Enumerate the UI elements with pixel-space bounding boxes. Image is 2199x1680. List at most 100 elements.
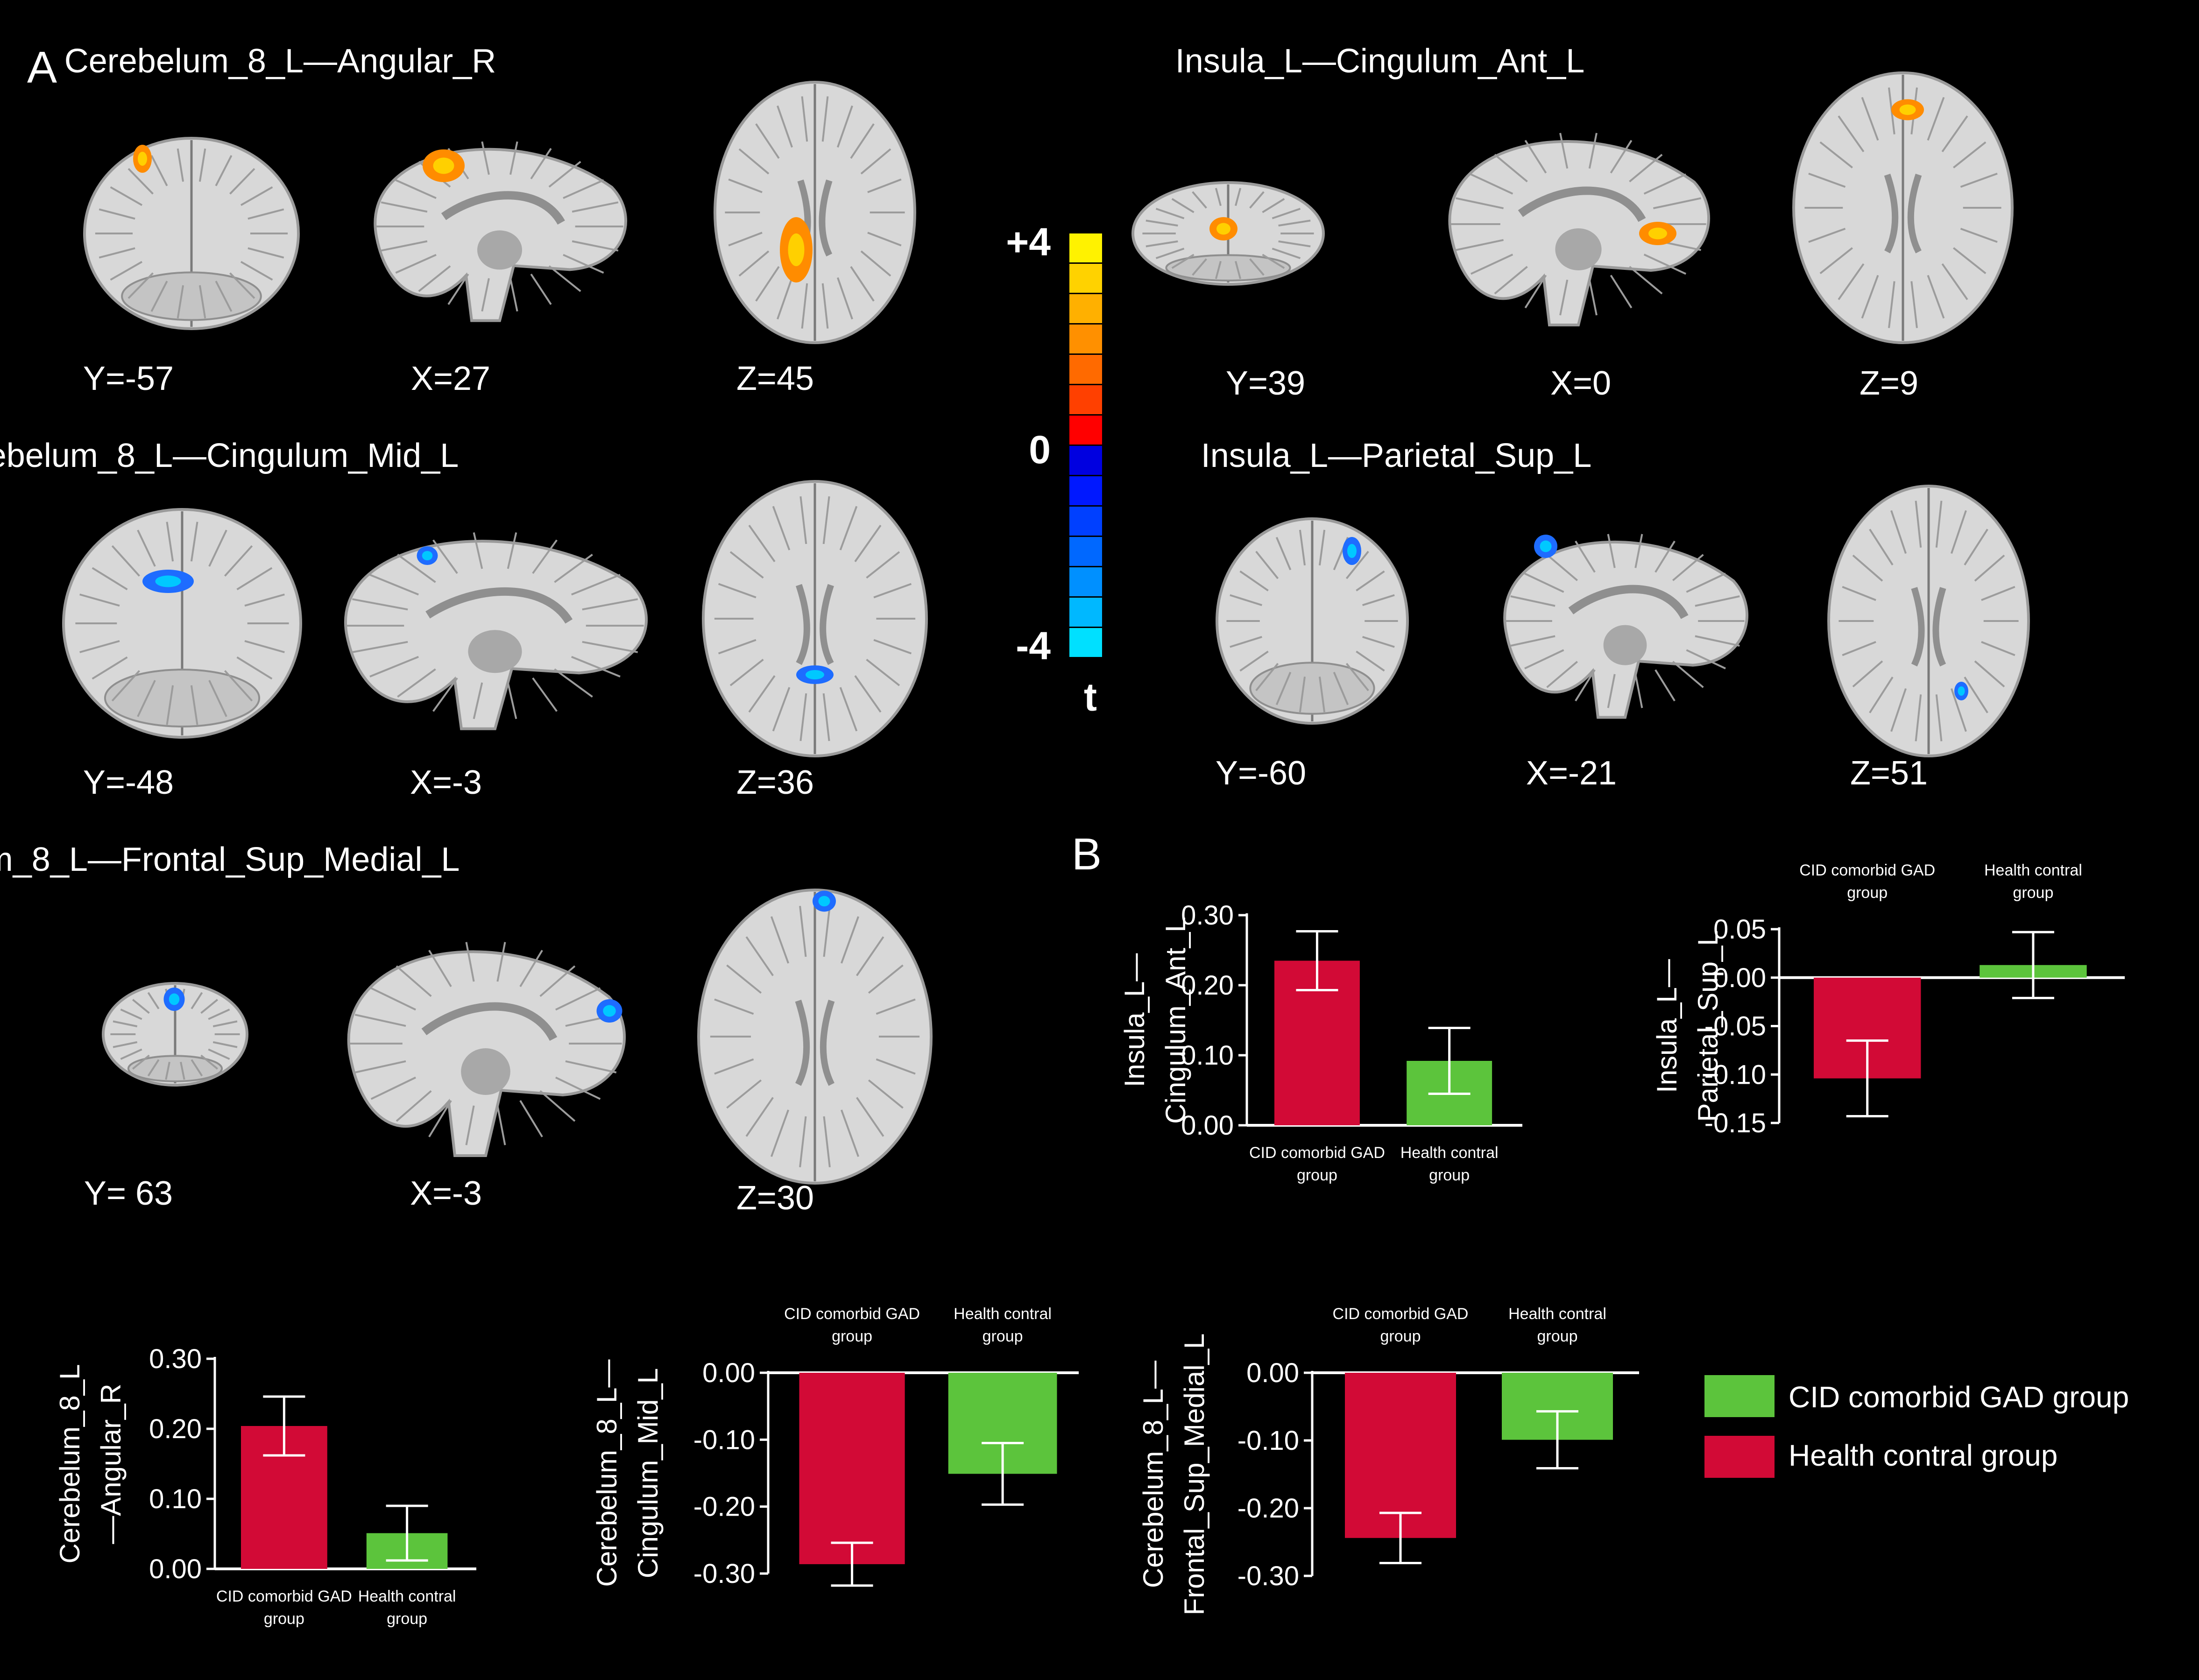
y-tick-label: -0.20: [693, 1492, 755, 1522]
brain-slice-coronal: [62, 508, 302, 739]
colorbar-zero-label: 0: [1029, 428, 1051, 472]
colorbar-max-label: +4: [1006, 220, 1051, 264]
category-label: group: [1380, 1327, 1421, 1345]
y-axis-label: Cerebelum_8_L: [54, 1364, 85, 1564]
coord-label: Z=30: [736, 1179, 814, 1217]
coord-label: Z=51: [1850, 755, 1928, 792]
category-label: Health contral: [358, 1588, 456, 1605]
brain-slice-coronal: [1216, 517, 1409, 725]
colorbar-segment: [1069, 476, 1102, 505]
category-label: group: [983, 1327, 1023, 1345]
bar-chart-cerebelum-frontal-sup-medial: 0.00 -0.10 -0.20 -0.30 CID comorbid GAD group…: [1138, 1305, 1639, 1616]
category-label: group: [387, 1610, 427, 1628]
colorbar: [1069, 233, 1102, 658]
coord-label: X=-3: [410, 764, 482, 801]
colorbar-segment: [1069, 446, 1102, 475]
category-label: Health contral: [954, 1305, 1052, 1323]
colorbar-segment: [1069, 567, 1102, 596]
colorbar-segment: [1069, 507, 1102, 536]
category-label: group: [1537, 1327, 1578, 1345]
y-tick-label: 0.20: [1181, 970, 1234, 1001]
y-tick-label: 0.10: [149, 1484, 202, 1514]
coord-label: Y=-60: [1215, 755, 1307, 792]
coord-label: X=0: [1550, 365, 1612, 402]
coord-label: Y=39: [1225, 365, 1306, 402]
brain-slice-coronal: [1131, 181, 1325, 286]
colorbar-segment: [1069, 325, 1102, 353]
bar-chart-insula-parietal-sup: 0.05 0.00 -0.05 -0.10 -0.15 CID comorbid GAD g…: [1651, 861, 2125, 1138]
coord-label: Z=36: [736, 764, 814, 801]
colorbar-segment: [1069, 537, 1102, 566]
coord-label: X=-3: [410, 1175, 482, 1212]
brain-slice-axial: [714, 81, 916, 344]
y-tick-label: -0.30: [693, 1559, 755, 1589]
category-label: Health contral: [1400, 1144, 1499, 1162]
map-title-cingulum-ant: Insula_L—Cingulum_Ant_L: [1175, 42, 1585, 80]
y-tick-label: 0.20: [149, 1414, 202, 1444]
colorbar-segment: [1069, 598, 1102, 627]
coord-label: X=27: [410, 360, 491, 397]
y-axis-label: Insula_L—: [1119, 953, 1150, 1087]
y-tick-label: -0.10: [693, 1425, 755, 1455]
legend-swatch-cid: [1704, 1375, 1775, 1417]
brain-slice-axial: [1792, 71, 2014, 344]
map-title-cingulum-mid: Cerebelum_8_L—Cingulum_Mid_L: [0, 437, 459, 474]
y-tick-label: 0.00: [1246, 1358, 1299, 1388]
category-label: group: [1429, 1166, 1470, 1184]
legend-swatch-health: [1704, 1436, 1775, 1478]
map-title-frontal-sup-medial: Cerebelum_8_L—Frontal_Sup_Medial_L: [0, 841, 460, 878]
y-tick-label: -0.10: [1237, 1426, 1299, 1456]
category-label: CID comorbid GAD: [1249, 1144, 1385, 1162]
brain-slice-axial: [697, 889, 933, 1185]
category-label: CID comorbid GAD: [784, 1305, 920, 1323]
bar-chart-insula-cingulum-ant: 0.00 0.10 0.20 0.30 CID comorbid GAD group Hea…: [1119, 900, 1522, 1184]
y-axis-label: Cerebelum_8_L—: [591, 1360, 622, 1587]
y-tick-label: 0.30: [1181, 900, 1234, 931]
y-axis-label: Frontal_Sup_Medial_L: [1179, 1334, 1210, 1616]
y-tick-label: -0.30: [1237, 1561, 1299, 1591]
brain-slice-sagittal: [1448, 133, 1710, 326]
coord-label: Y=-48: [83, 764, 174, 801]
panel-letter-a: A: [27, 42, 57, 92]
bar-chart-cerebelum-angular: 0.00 0.10 0.20 0.30 CID comorbid GAD group Hea…: [54, 1344, 476, 1628]
category-label: group: [1847, 884, 1888, 902]
panel-letter-b: B: [1072, 829, 1102, 879]
y-axis-label: Insula_L—: [1651, 959, 1683, 1093]
category-label: group: [264, 1610, 304, 1628]
bar-chart-cerebelum-cingulum-mid: 0.00 -0.10 -0.20 -0.30 CID comorbid GAD group…: [591, 1305, 1079, 1589]
map-title-angular: Cerebelum_8_L—Angular_R: [64, 42, 496, 80]
y-tick-label: 0.10: [1181, 1040, 1234, 1071]
brain-slice-sagittal: [1503, 534, 1748, 719]
category-label: group: [2013, 884, 2053, 902]
category-label: CID comorbid GAD: [1799, 861, 1935, 879]
brain-slice-axial: [1827, 485, 2030, 757]
category-label: CID comorbid GAD: [1333, 1305, 1469, 1323]
colorbar-segment: [1069, 264, 1102, 293]
y-tick-label: -0.20: [1237, 1493, 1299, 1524]
colorbar-unit-label: t: [1084, 675, 1097, 719]
brain-slice-coronal: [102, 982, 248, 1087]
coord-label: Z=9: [1859, 365, 1919, 402]
coord-label: Y= 63: [84, 1175, 173, 1212]
coord-label: X=-21: [1526, 755, 1617, 792]
y-axis-label: Cingulum_Ant_L: [1160, 917, 1191, 1124]
y-axis-label: Parietal_Sup_L: [1692, 930, 1724, 1122]
y-tick-label: 0.00: [1713, 963, 1766, 993]
category-label: CID comorbid GAD: [216, 1588, 352, 1605]
category-label: Health contral: [1508, 1305, 1606, 1323]
y-tick-label: 0.00: [149, 1554, 202, 1584]
legend-label-health: Health contral group: [1789, 1439, 2058, 1472]
colorbar-segment: [1069, 294, 1102, 323]
y-axis-label: Cingulum_Mid_L: [632, 1368, 664, 1578]
colorbar-segment: [1069, 233, 1102, 262]
y-tick-label: 0.00: [702, 1358, 755, 1388]
colorbar-min-label: -4: [1016, 624, 1051, 668]
colorbar-segment: [1069, 628, 1102, 657]
category-label: Health contral: [1984, 861, 2082, 879]
y-axis-label: —Angular_R: [95, 1384, 127, 1544]
y-tick-label: 0.30: [149, 1344, 202, 1374]
y-axis-label: Cerebelum_8_L—: [1138, 1361, 1169, 1588]
colorbar-segment: [1069, 385, 1102, 414]
y-tick-label: 0.00: [1181, 1110, 1234, 1141]
